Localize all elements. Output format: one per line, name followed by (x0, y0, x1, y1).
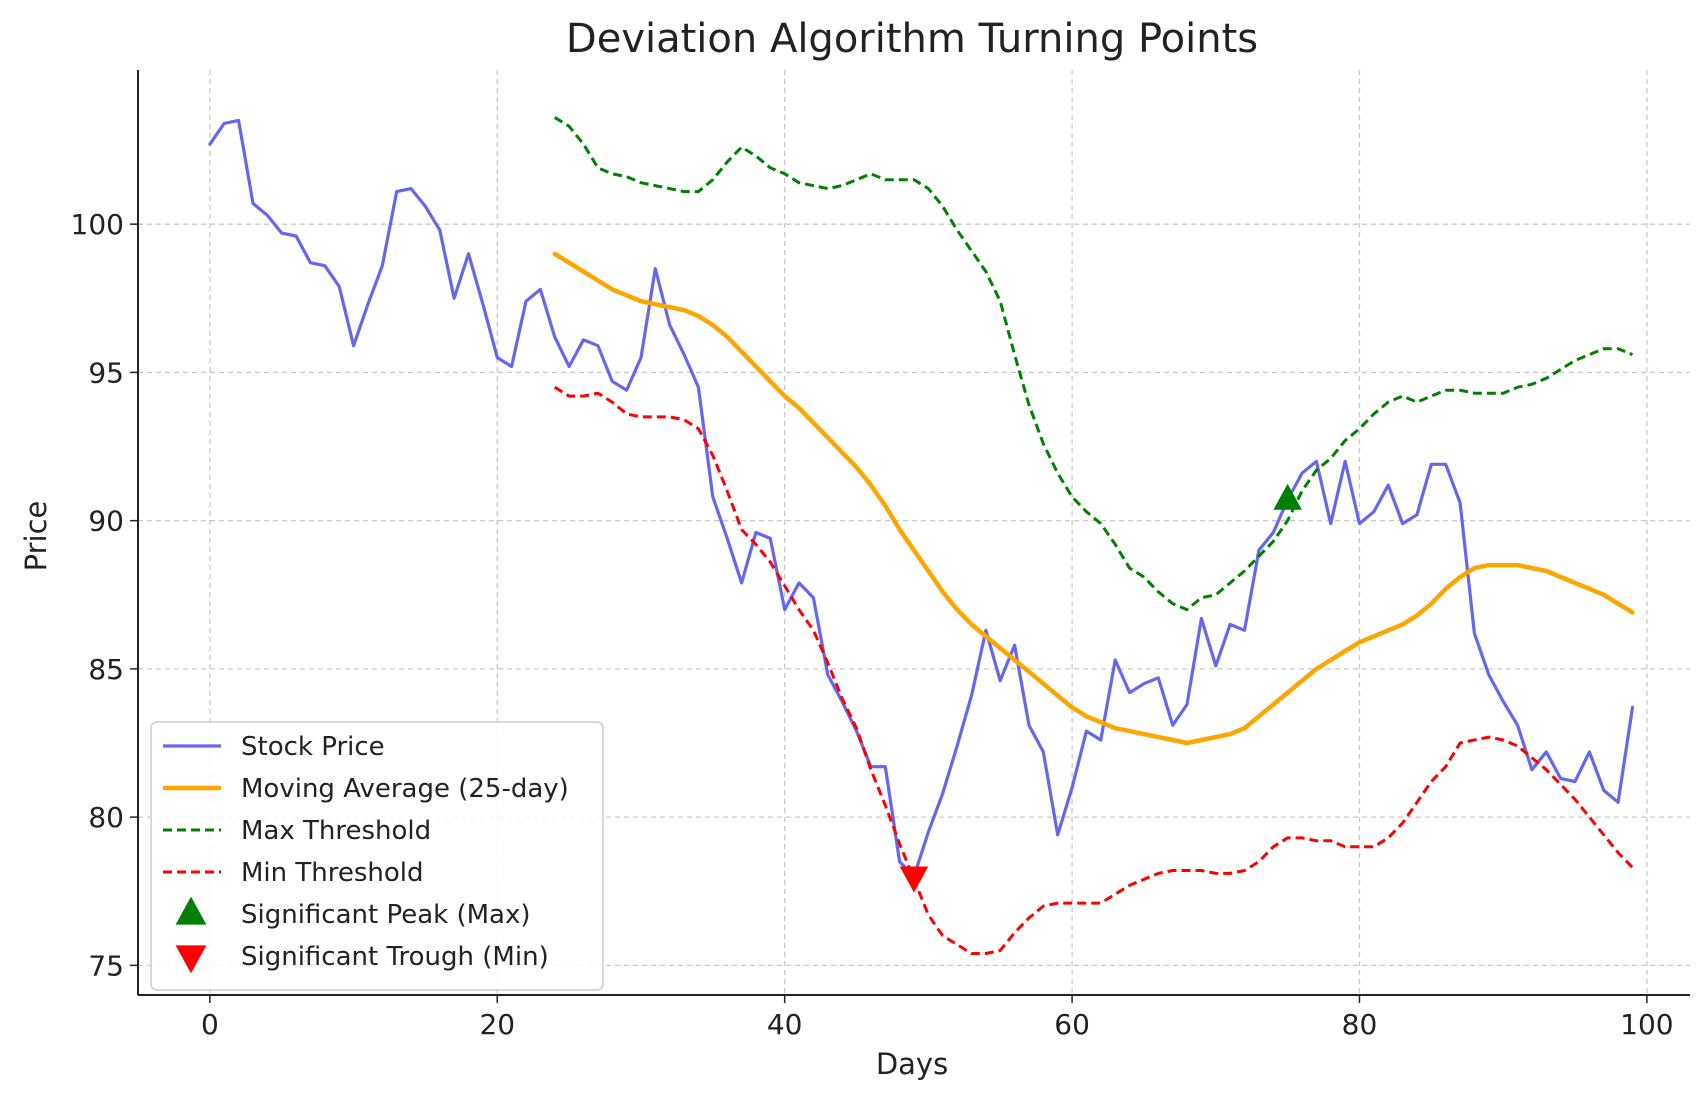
legend-label-moving-average-25-day: Moving Average (25-day) (241, 774, 569, 804)
legend-label-stock-price: Stock Price (241, 732, 385, 762)
legend-swatch-significant-trough-min (175, 945, 207, 974)
x-tick-label: 100 (1620, 1008, 1673, 1041)
axes (130, 70, 1690, 1003)
stock-price-line (208, 118, 1635, 879)
legend-box (150, 721, 604, 991)
chart-title: Deviation Algorithm Turning Points (566, 16, 1258, 62)
legend-label-min-threshold: Min Threshold (241, 858, 424, 888)
significant-peak-max-marker (1273, 483, 1302, 510)
significant-trough-min-marker (899, 866, 929, 893)
tick-labels: 0 20 40 60 80 100 75 80 85 90 95 100 (71, 208, 1674, 1041)
legend-label-significant-trough-min: Significant Trough (Min) (241, 942, 549, 972)
series-layer (208, 116, 1635, 955)
y-tick-label: 100 (71, 208, 124, 241)
legend: Stock Price Moving Average (25-day) Max Th… (150, 721, 604, 991)
y-tick-label: 95 (88, 356, 124, 389)
x-tick-label: 0 (201, 1008, 219, 1041)
grid (138, 70, 1690, 995)
legend-label-max-threshold: Max Threshold (241, 816, 431, 846)
y-tick-label: 80 (88, 801, 124, 834)
y-tick-label: 85 (88, 653, 124, 686)
legend-swatch-significant-peak-max (175, 896, 207, 925)
x-tick-label: 80 (1342, 1008, 1378, 1041)
x-axis-label: Days (876, 1047, 948, 1081)
y-tick-label: 90 (88, 505, 124, 538)
legend-label-significant-peak-max: Significant Peak (Max) (241, 900, 531, 930)
y-tick-label: 75 (88, 949, 124, 982)
max-threshold-line (553, 116, 1634, 612)
y-axis-label: Price (19, 501, 53, 572)
x-tick-label: 40 (767, 1008, 803, 1041)
min-threshold-line (553, 385, 1634, 955)
x-tick-label: 60 (1054, 1008, 1090, 1041)
moving-average-25-day-line (552, 251, 1635, 746)
x-tick-label: 20 (479, 1008, 515, 1041)
